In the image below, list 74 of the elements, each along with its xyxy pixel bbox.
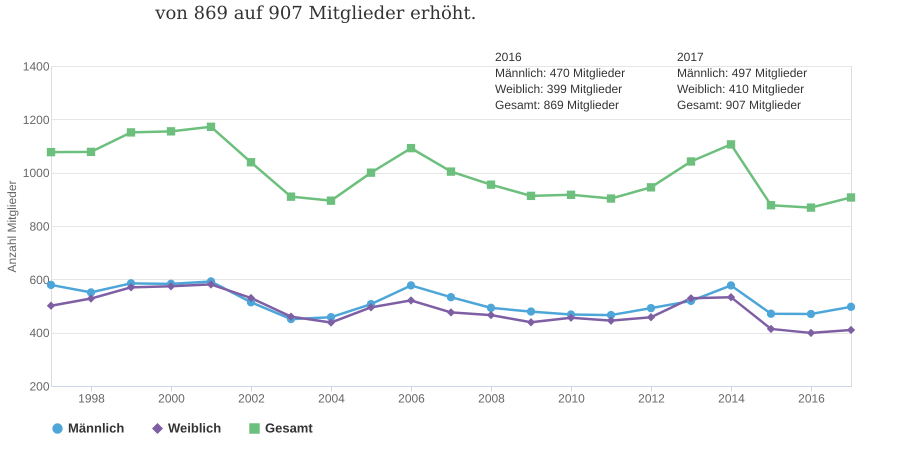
- point: [766, 324, 776, 334]
- point: [486, 180, 496, 189]
- point: [246, 158, 256, 166]
- point: [246, 294, 256, 302]
- point: [566, 190, 576, 199]
- point: [46, 302, 56, 310]
- point: [166, 127, 176, 136]
- point: [366, 303, 376, 312]
- x-tick-label: 2016: [798, 392, 826, 406]
- point: [86, 294, 96, 303]
- point: [446, 293, 456, 302]
- point: [446, 308, 456, 317]
- point: [206, 122, 216, 131]
- legend-label: Männlich: [68, 420, 124, 436]
- point: [766, 310, 776, 318]
- point: [846, 193, 856, 202]
- point: [446, 167, 456, 176]
- x-tick-label: 2008: [478, 392, 506, 406]
- point: [606, 194, 616, 203]
- y-tick-label: 1000: [22, 166, 50, 180]
- point: [806, 203, 816, 212]
- point: [326, 318, 336, 327]
- point: [126, 128, 136, 137]
- point: [686, 294, 696, 302]
- point: [766, 201, 776, 210]
- y-axis-title: Anzahl Mitglieder: [4, 180, 19, 273]
- x-tick-label: 2012: [638, 392, 666, 406]
- legend-label: Gesamt: [265, 420, 314, 436]
- y-tick-label: 1400: [22, 60, 50, 74]
- point: [646, 313, 656, 322]
- point: [646, 304, 656, 312]
- annotation: 2017 Männlich: 497 Mitglieder Weiblich: 410 Mitglieder Gesamt: 907 Mitglieder: [677, 50, 808, 112]
- point: [286, 312, 296, 321]
- point: [846, 302, 856, 311]
- point: [686, 157, 696, 166]
- point: [486, 304, 496, 312]
- point: [46, 148, 56, 156]
- x-tick-label: 2014: [718, 392, 746, 406]
- point: [406, 144, 416, 152]
- point: [206, 280, 216, 289]
- y-tick-label: 200: [29, 380, 50, 394]
- point: [286, 192, 296, 201]
- y-tick-label: 600: [29, 272, 50, 287]
- x-tick-label: 2006: [398, 392, 426, 406]
- x-tick-label: 2010: [558, 392, 586, 406]
- point: [806, 310, 816, 318]
- x-tick-label: 1998: [78, 392, 106, 406]
- point: [526, 192, 536, 200]
- y-tick-label: 800: [29, 220, 50, 234]
- point: [526, 318, 536, 326]
- point: [326, 196, 336, 205]
- point: [486, 310, 496, 320]
- point: [646, 183, 656, 192]
- legend-label: Weiblich: [168, 420, 222, 436]
- chart-title: von 869 auf 907 Mitglieder erhöht.: [154, 3, 476, 24]
- point: [526, 307, 536, 316]
- point: [806, 328, 816, 338]
- point: [366, 168, 376, 177]
- y-tick-label: 400: [29, 326, 50, 340]
- point: [166, 282, 176, 290]
- x-tick-label: 2002: [238, 392, 266, 406]
- point: [86, 148, 96, 156]
- point: [726, 140, 736, 149]
- point: [726, 281, 736, 290]
- x-tick-label: 2004: [318, 392, 346, 406]
- point: [846, 326, 856, 334]
- point: [726, 293, 736, 302]
- point: [566, 314, 576, 322]
- y-tick-label: 1200: [22, 112, 50, 127]
- point: [606, 316, 616, 325]
- point: [406, 281, 416, 290]
- x-tick-label: 2000: [158, 392, 186, 406]
- annotation: 2016 Männlich: 470 Mitglieder Weiblich: 399 Mitglieder Gesamt: 869 Mitglieder: [495, 50, 626, 112]
- point: [406, 296, 416, 305]
